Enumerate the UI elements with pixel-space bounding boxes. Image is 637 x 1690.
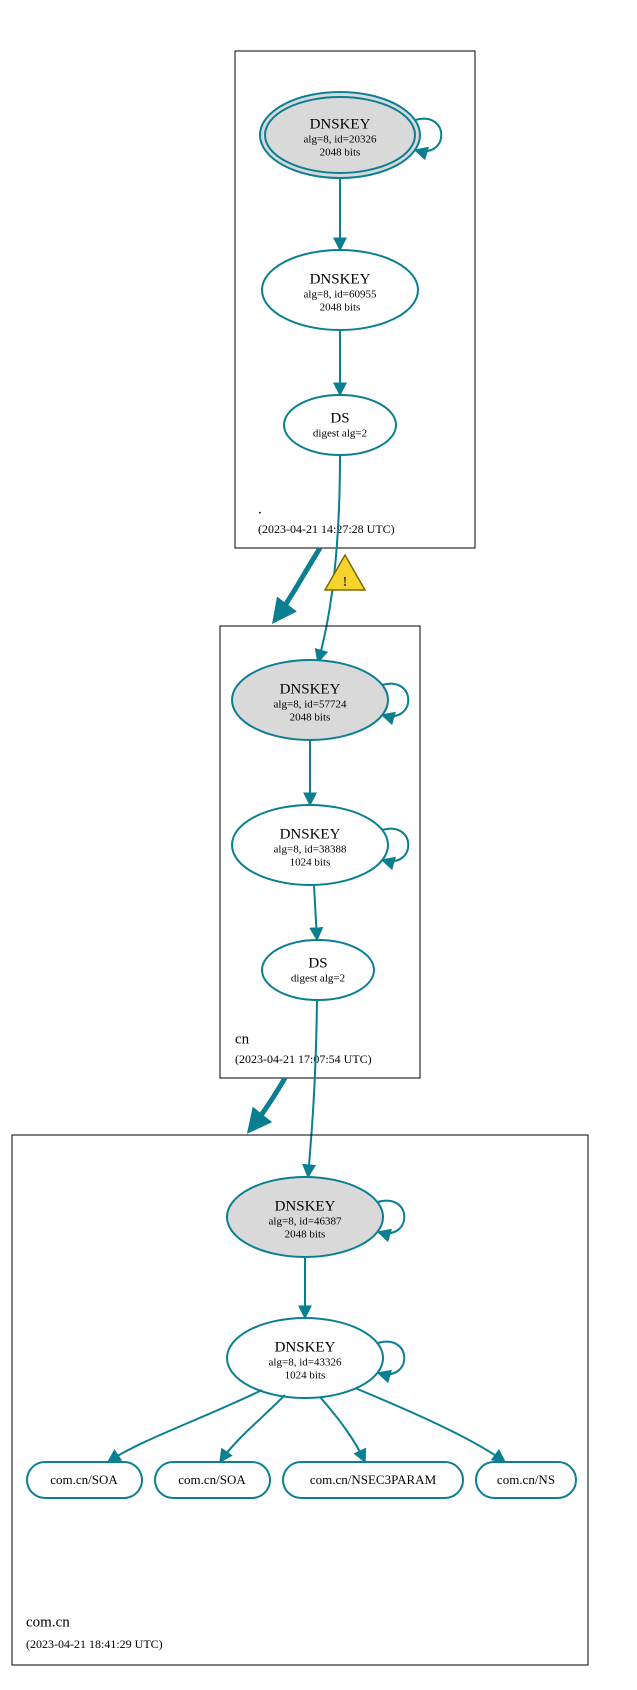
root-ksk-line1: alg=8, id=20326	[304, 134, 377, 146]
cn-ksk-line1: alg=8, id=57724	[274, 699, 347, 711]
comcn-zsk-line2: 1024 bits	[285, 1370, 326, 1382]
node-leaf-soa1: com.cn/SOA	[27, 1462, 142, 1498]
zone-comcn-timestamp: (2023-04-21 18:41:29 UTC)	[26, 1637, 163, 1651]
comcn-ksk-line1: alg=8, id=46387	[269, 1216, 342, 1228]
node-comcn-zsk: DNSKEY alg=8, id=43326 1024 bits	[227, 1318, 383, 1398]
zone-cn-timestamp: (2023-04-21 17:07:54 UTC)	[235, 1052, 372, 1066]
dnssec-chain-diagram: DNSKEY alg=8, id=20326 2048 bits DNSKEY …	[0, 0, 637, 1690]
node-cn-zsk: DNSKEY alg=8, id=38388 1024 bits	[232, 805, 388, 885]
zone-root: DNSKEY alg=8, id=20326 2048 bits DNSKEY …	[235, 51, 475, 548]
node-root-ds: DS digest alg=2	[284, 395, 396, 455]
leaf1-title: com.cn/SOA	[50, 1472, 118, 1487]
cn-zsk-line1: alg=8, id=38388	[274, 844, 347, 856]
zone-comcn-label: com.cn	[26, 1614, 70, 1630]
edge-zsk-leaf3	[320, 1397, 365, 1462]
node-root-ksk: DNSKEY alg=8, id=20326 2048 bits	[260, 92, 420, 178]
cn-zsk-line2: 1024 bits	[290, 857, 331, 869]
root-zsk-title: DNSKEY	[310, 271, 371, 287]
comcn-zsk-title: DNSKEY	[275, 1339, 336, 1355]
zone-root-label: .	[258, 501, 262, 517]
node-cn-ds: DS digest alg=2	[262, 940, 374, 1000]
cn-ksk-title: DNSKEY	[280, 681, 341, 697]
cn-zsk-title: DNSKEY	[280, 826, 341, 842]
edge-zsk-leaf4	[355, 1388, 505, 1462]
zone-root-timestamp: (2023-04-21 14:27:28 UTC)	[258, 522, 395, 536]
zone-cn: DNSKEY alg=8, id=57724 2048 bits DNSKEY …	[220, 626, 420, 1078]
comcn-ksk-line2: 2048 bits	[285, 1229, 326, 1241]
edge-ds-cn-to-comcn-ksk	[308, 1000, 317, 1177]
zone-cn-label: cn	[235, 1031, 250, 1047]
root-zsk-line1: alg=8, id=60955	[304, 289, 377, 301]
node-root-zsk: DNSKEY alg=8, id=60955 2048 bits	[262, 250, 418, 330]
root-zsk-line2: 2048 bits	[320, 302, 361, 314]
warning-icon: !	[325, 555, 365, 590]
cn-ds-line1: digest alg=2	[291, 973, 345, 985]
comcn-zsk-line1: alg=8, id=43326	[269, 1357, 342, 1369]
edge-zone-cn-to-comcn	[250, 1078, 285, 1130]
root-ksk-title: DNSKEY	[310, 116, 371, 132]
root-ds-line1: digest alg=2	[313, 428, 367, 440]
leaf2-title: com.cn/SOA	[178, 1472, 246, 1487]
edge-zone-root-to-cn	[275, 548, 320, 620]
leaf4-title: com.cn/NS	[497, 1472, 555, 1487]
cn-ksk-line2: 2048 bits	[290, 712, 331, 724]
zone-comcn: DNSKEY alg=8, id=46387 2048 bits DNSKEY …	[12, 1135, 588, 1665]
node-comcn-ksk: DNSKEY alg=8, id=46387 2048 bits	[227, 1177, 383, 1257]
edge-cn-zsk-ds	[314, 885, 317, 940]
node-leaf-nsec3: com.cn/NSEC3PARAM	[283, 1462, 463, 1498]
root-ksk-line2: 2048 bits	[320, 147, 361, 159]
node-cn-ksk: DNSKEY alg=8, id=57724 2048 bits	[232, 660, 388, 740]
edge-zsk-leaf1	[108, 1390, 262, 1462]
edge-ds-root-to-cn-ksk	[318, 455, 340, 662]
cn-ds-title: DS	[308, 955, 327, 971]
root-ds-title: DS	[330, 410, 349, 426]
comcn-ksk-title: DNSKEY	[275, 1198, 336, 1214]
leaf3-title: com.cn/NSEC3PARAM	[310, 1472, 437, 1487]
svg-text:!: !	[343, 575, 348, 590]
node-leaf-ns: com.cn/NS	[476, 1462, 576, 1498]
node-leaf-soa2: com.cn/SOA	[155, 1462, 270, 1498]
